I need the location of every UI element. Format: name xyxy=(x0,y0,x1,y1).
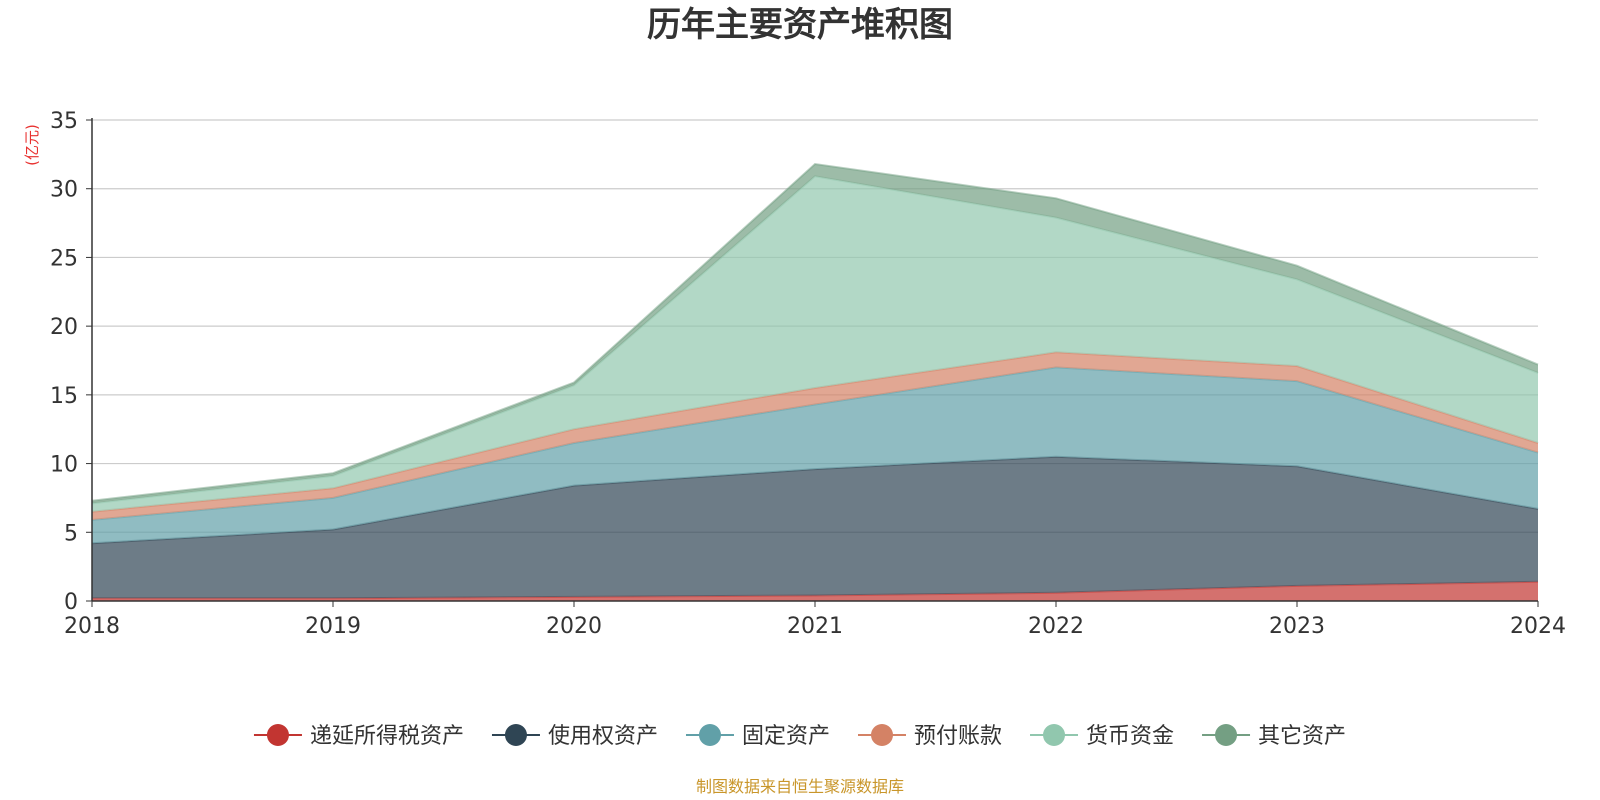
legend-label: 固定资产 xyxy=(742,724,830,749)
legend-marker-icon xyxy=(1215,724,1238,746)
area-series-1 xyxy=(92,456,1538,599)
area-series-4 xyxy=(92,176,1538,512)
y-tick-label: 30 xyxy=(50,178,78,203)
legend: 递延所得税资产 使用权资产 固定资产 预付账款 货币资金 其它资产 xyxy=(253,724,1346,749)
y-tick-label: 20 xyxy=(50,315,78,340)
legend-item-3[interactable]: 预付账款 xyxy=(858,724,1002,749)
y-tick-label: 0 xyxy=(64,590,78,615)
area-series-3 xyxy=(92,352,1538,520)
legend-label: 使用权资产 xyxy=(548,724,658,749)
legend-marker-icon xyxy=(698,724,721,746)
y-axis-unit-label: (亿元) xyxy=(23,124,41,166)
x-tick-label: 2019 xyxy=(305,614,361,639)
legend-item-4[interactable]: 货币资金 xyxy=(1030,724,1174,749)
x-tick-label: 2021 xyxy=(787,614,843,639)
y-tick-label: 10 xyxy=(50,453,78,478)
legend-item-5[interactable]: 其它资产 xyxy=(1202,724,1346,749)
legend-item-1[interactable]: 使用权资产 xyxy=(491,724,658,749)
x-tick-label: 2020 xyxy=(546,614,602,639)
y-tick-label: 15 xyxy=(50,384,78,409)
y-tick-label: 35 xyxy=(50,109,78,134)
legend-label: 预付账款 xyxy=(914,724,1002,749)
legend-item-2[interactable]: 固定资产 xyxy=(685,724,830,749)
legend-marker-icon xyxy=(871,724,893,746)
axes: 0 5 10 15 20 25 30 35 2018 2019 2020 2021 2022 2023 20… xyxy=(50,109,1566,639)
legend-label: 递延所得税资产 xyxy=(310,724,464,749)
legend-label: 其它资产 xyxy=(1258,724,1346,749)
legend-item-0[interactable]: 递延所得税资产 xyxy=(253,724,464,749)
source-note: 制图数据来自恒生聚源数据库 xyxy=(696,777,904,796)
area-series-2 xyxy=(92,367,1538,544)
legend-marker-icon xyxy=(266,724,289,746)
x-tick-label: 2024 xyxy=(1510,614,1566,639)
area-series-edge-5 xyxy=(91,162,1539,502)
y-tick-label: 25 xyxy=(50,246,78,271)
legend-marker-icon xyxy=(504,724,527,746)
y-tick-label: 5 xyxy=(64,521,78,546)
x-tick-label: 2023 xyxy=(1269,614,1325,639)
legend-label: 货币资金 xyxy=(1086,724,1174,749)
chart-title: 历年主要资产堆积图 xyxy=(647,5,953,45)
area-series xyxy=(91,162,1539,601)
area-series-0 xyxy=(92,581,1538,601)
legend-marker-icon xyxy=(1043,724,1066,746)
x-tick-label: 2018 xyxy=(64,614,120,639)
x-tick-label: 2022 xyxy=(1028,614,1084,639)
